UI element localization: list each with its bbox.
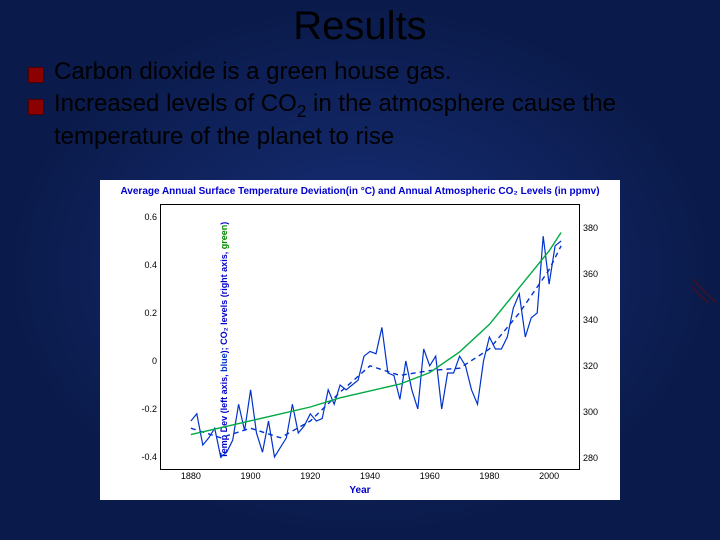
chart-panel: Average Annual Surface Temperature Devia… [100,180,620,500]
bullet-2: Increased levels of CO2 in the atmospher… [28,89,692,152]
slide-title: Results [0,0,720,49]
bullet-icon [28,67,44,83]
bullet-icon [28,99,44,115]
bullet-1: Carbon dioxide is a green house gas. [28,57,692,87]
corner-decor-icon [692,275,720,303]
slide: Results Carbon dioxide is a green house … [0,0,720,540]
chart-title: Average Annual Surface Temperature Devia… [100,180,620,197]
chart-xlabel: Year [100,485,620,496]
bullet-list: Carbon dioxide is a green house gas. Inc… [28,57,692,152]
bullet-1-text: Carbon dioxide is a green house gas. [54,57,452,87]
bullet-2-text: Increased levels of CO2 in the atmospher… [54,89,692,152]
chart-lines [161,205,579,469]
plot-area: 1880190019201940196019802000-0.4-0.200.2… [160,204,580,470]
